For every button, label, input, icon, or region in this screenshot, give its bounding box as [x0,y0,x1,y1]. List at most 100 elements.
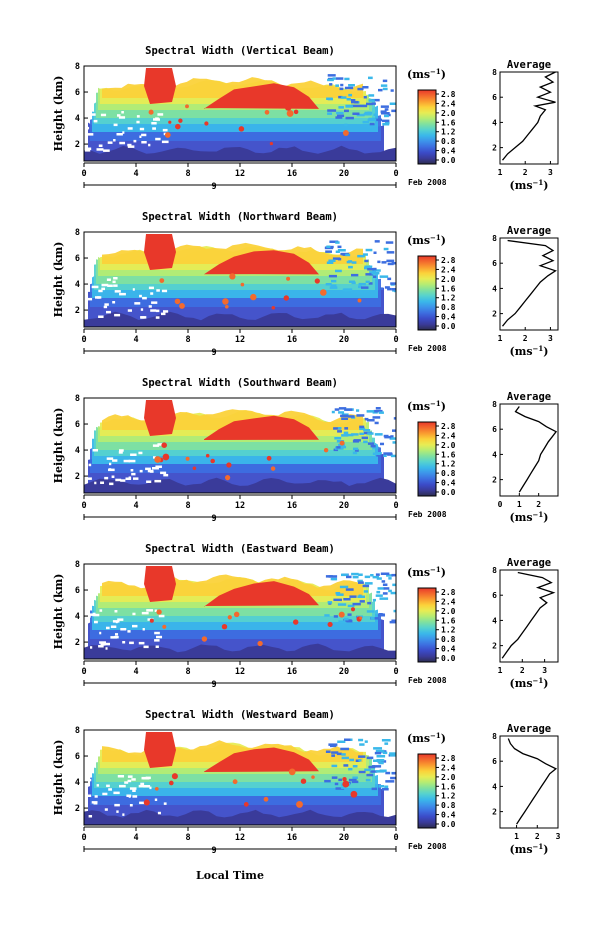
y-tick-label: 6 [75,752,80,762]
colorbar-tick-label: 0.8 [441,801,456,810]
average-title: Average [507,557,551,569]
colorbar-tick-label: 2.0 [441,773,456,782]
heatmap-pixel [358,755,366,758]
heatmap-pixel [364,265,373,268]
heatmap-pixel [337,603,347,606]
heatmap-pixel [353,439,361,442]
heatmap-gap [119,784,126,788]
heatmap-pixel [352,776,358,779]
y-tick-label: 8 [75,394,80,404]
heatmap-pixel [391,262,396,265]
heatmap-gap [153,118,157,121]
heatmap-pixel [376,590,381,594]
heatmap-gap [155,316,160,319]
average-x-tick-label: 2 [523,168,528,177]
heatmap-gap [86,133,94,136]
heatmap-pixel [362,584,370,588]
heatmap-pixel [392,441,396,444]
heatmap-hotspot [263,796,269,802]
heatmap-pixel [345,253,351,257]
heatmap-pixel [382,79,388,83]
heatmap-hotspot [286,109,294,117]
heatmap-pixel [368,99,375,102]
heatmap-pixel [372,598,376,602]
heatmap-hotspot [266,455,272,461]
heatmap-gap [100,481,105,484]
colorbar-unit: (ms−1) [407,731,446,745]
heatmap-pixel [356,414,365,417]
heatmap-pixel [391,573,396,577]
heatmap-gap [153,456,156,459]
heatmap-pixel [347,613,352,616]
x-tick-label: 0 [81,833,86,843]
heatmap-pixel [330,284,337,287]
heatmap-gap [132,288,135,291]
heatmap-gap [133,477,139,480]
heatmap-hotspot [171,773,178,780]
heatmap-pixel [386,574,393,577]
heatmap-frame [83,65,397,162]
heatmap-gap [154,631,160,635]
heatmap-hotspot [327,621,333,627]
beam-panel-0: Spectral Width (Vertical Beam) 2 4 6 8 Height… [52,45,559,192]
heatmap-gap [151,301,158,304]
heatmap-gap [120,479,126,482]
colorbar-tick-label: 1.6 [441,450,456,459]
heatmap-pixel [380,110,387,113]
heatmap-hotspot [156,609,162,615]
x-tick-label: 16 [287,501,297,511]
average-x-label-exp: −1 [533,676,544,685]
y-axis-label: Height (km) [52,408,65,484]
average-y-tick-label: 6 [492,757,497,766]
heatmap-pixel [377,587,385,590]
colorbar-tick-label: 0.4 [441,479,456,488]
heatmap-gap [134,302,141,305]
heatmap-gap [97,296,100,299]
heatmap-pixel [390,89,394,92]
heatmap-pixel [363,590,369,593]
heatmap-pixel [374,751,382,755]
heatmap-pixel [364,417,369,421]
heatmap-pixel [371,98,380,102]
heatmap-pixel [348,415,355,418]
heatmap-gap [162,128,168,132]
heatmap-pixel [345,105,354,108]
heatmap-pixel [351,433,359,436]
heatmap-gap [115,620,118,624]
heatmap-gap [150,309,157,312]
heatmap-pixel [376,755,386,758]
heatmap-pixel [375,407,381,410]
average-profile-line [501,71,556,161]
day-label: 9 [211,680,216,690]
heatmap-pixel [382,751,388,755]
heatmap-gap [92,613,100,617]
heatmap-gap [127,779,132,783]
heatmap-hotspot [300,778,307,784]
heatmap-pixel [345,433,354,437]
average-title: Average [507,225,551,237]
heatmap-pixel [384,742,389,745]
heatmap-hotspot [210,458,215,464]
heatmap-pixel [388,589,392,593]
average-y-tick-label: 4 [492,616,497,625]
heatmap-pixel [327,78,334,82]
heatmap-gap [105,647,108,650]
heatmap-hotspot [222,298,229,305]
heatmap-gap [91,801,98,804]
heatmap-gap [94,481,97,485]
heatmap-gap [113,277,118,280]
heatmap-pixel [374,421,379,425]
heatmap-band [84,145,396,161]
heatmap-gap [99,641,106,644]
heatmap-gap [101,287,106,291]
heatmap-pixel [380,84,388,87]
heatmap-gap [104,642,111,646]
y-axis-label: Height (km) [52,740,65,816]
heatmap-gap [120,628,127,631]
heatmap-pixel [358,594,362,598]
heatmap-gap [157,443,164,446]
heatmap-pixel [363,113,372,116]
heatmap-gap [141,611,149,615]
heatmap-pixel [359,600,365,603]
x-tick-label: 8 [185,501,190,511]
